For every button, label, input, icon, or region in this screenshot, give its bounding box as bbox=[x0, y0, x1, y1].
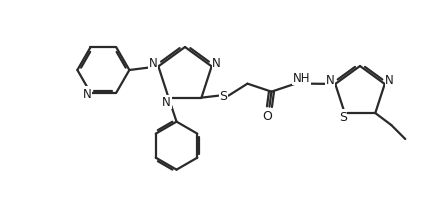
Text: NH: NH bbox=[293, 72, 310, 85]
Text: N: N bbox=[326, 74, 335, 87]
Text: S: S bbox=[220, 90, 227, 103]
Text: N: N bbox=[385, 74, 394, 87]
Text: O: O bbox=[262, 110, 272, 123]
Text: N: N bbox=[83, 88, 92, 101]
Text: N: N bbox=[162, 96, 171, 109]
Text: N: N bbox=[149, 57, 158, 70]
Text: S: S bbox=[339, 110, 347, 123]
Text: N: N bbox=[212, 57, 221, 70]
